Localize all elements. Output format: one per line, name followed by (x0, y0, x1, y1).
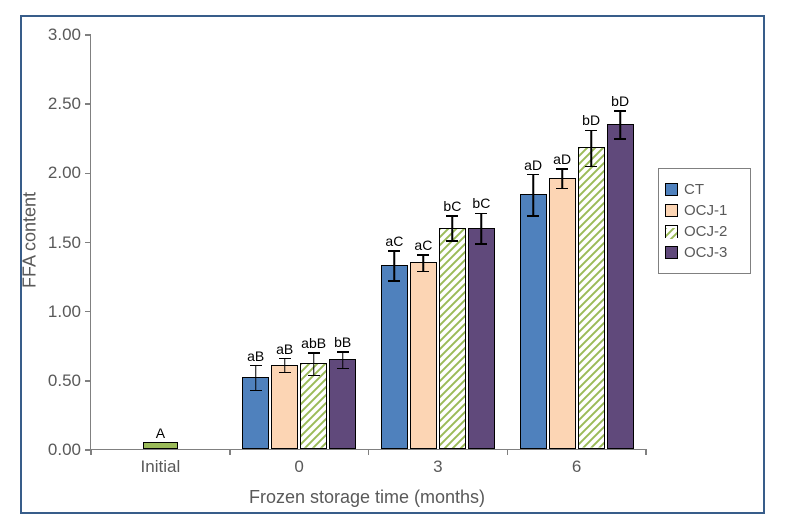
x-tick-label: Initial (141, 457, 181, 477)
bar-annotation: A (156, 425, 165, 441)
bar-annotation: bC (472, 195, 490, 211)
y-tick-label: 2.00 (48, 163, 81, 183)
bar (607, 124, 634, 449)
legend-item: OCJ-3 (665, 244, 744, 261)
bar-annotation: aB (247, 348, 264, 364)
y-axis-title: FFA content (20, 192, 41, 288)
legend-label: OCJ-3 (684, 244, 727, 261)
plot-area: 0.000.501.001.502.002.503.00Initial036Aa… (90, 35, 645, 450)
x-axis-title: Frozen storage time (months) (249, 487, 485, 508)
bar (329, 359, 356, 449)
bar (549, 178, 576, 449)
bar-annotation: bD (582, 112, 600, 128)
legend-item: CT (665, 181, 744, 198)
bar-annotation: aC (414, 237, 432, 253)
bar (520, 194, 547, 449)
bar-annotation: aB (276, 341, 293, 357)
legend-swatch-ocj1 (665, 204, 678, 217)
bar (410, 262, 437, 449)
legend-item: OCJ-1 (665, 202, 744, 219)
bar-annotation: aD (524, 157, 542, 173)
y-tick-label: 0.00 (48, 440, 81, 460)
y-tick-label: 3.00 (48, 25, 81, 45)
x-tick-label: 6 (572, 457, 581, 477)
bar-annotation: abB (301, 335, 326, 351)
legend-swatch-ocj3 (665, 246, 678, 259)
bar-annotation: aD (553, 151, 571, 167)
bar-annotation: aC (385, 233, 403, 249)
x-tick-label: 0 (294, 457, 303, 477)
legend-item: OCJ-2 (665, 223, 744, 240)
y-tick-label: 1.00 (48, 302, 81, 322)
bar (468, 228, 495, 449)
bar-annotation: bB (334, 334, 351, 350)
legend-label: OCJ-2 (684, 223, 727, 240)
bar (439, 228, 466, 449)
legend: CT OCJ-1 OCJ-2 OCJ-3 (658, 168, 751, 274)
y-tick-label: 2.50 (48, 94, 81, 114)
legend-label: CT (684, 181, 704, 198)
legend-label: OCJ-1 (684, 202, 727, 219)
bar (381, 265, 408, 449)
x-tick-label: 3 (433, 457, 442, 477)
bar (271, 365, 298, 449)
bar-annotation: bC (443, 198, 461, 214)
bar (578, 147, 605, 449)
bar (300, 363, 327, 449)
y-tick-label: 0.50 (48, 371, 81, 391)
legend-swatch-ocj2 (665, 225, 678, 238)
bar (143, 442, 178, 449)
y-tick-label: 1.50 (48, 233, 81, 253)
legend-swatch-ct (665, 183, 678, 196)
bar-annotation: bD (611, 93, 629, 109)
